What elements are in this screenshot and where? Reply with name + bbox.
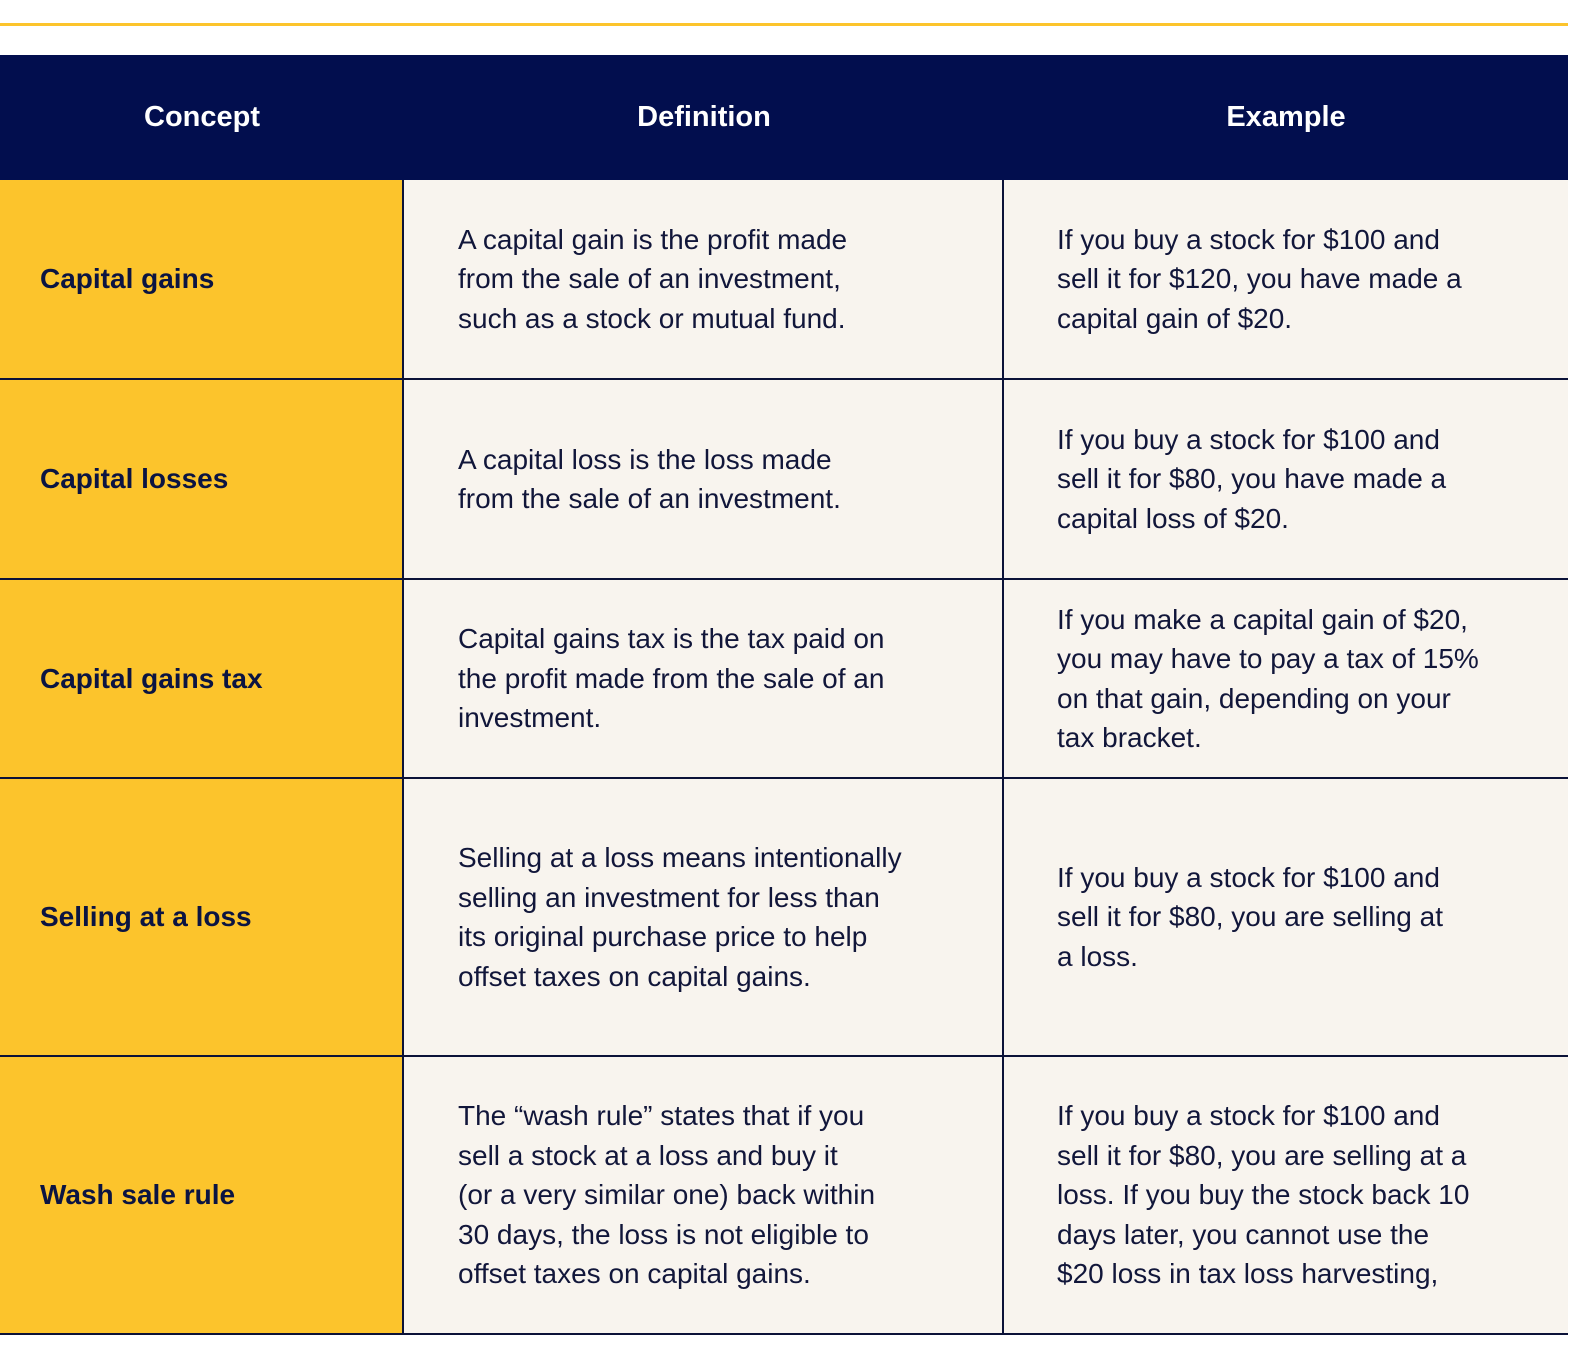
definition-cell: Selling at a loss means intentionally sel… — [404, 779, 1004, 1055]
header-row: Concept Definition Example — [0, 55, 1568, 180]
concept-text: Wash sale rule — [40, 1179, 236, 1211]
example-line: $20 loss in tax loss harvesting, — [1057, 1258, 1439, 1290]
table-row: Wash sale rule The “wash rule” states tha… — [0, 1057, 1568, 1335]
definition-line: Selling at a loss means intentionally — [458, 842, 902, 873]
definition-line: such as a stock or mutual fund. — [458, 302, 846, 334]
header-cell: Concept — [144, 101, 260, 133]
example-cell: If you buy a stock for $100 and sell it f… — [1004, 1057, 1568, 1333]
concept-cell: Selling at a loss — [0, 779, 404, 1055]
definition-line: (or a very similar one) back within — [458, 1179, 876, 1211]
concept-text: Selling at a loss — [40, 901, 252, 933]
concept-cell: Capital gains tax — [0, 580, 404, 777]
definition-line: from the sale of an investment. — [458, 483, 841, 514]
concept-text: Capital gains — [40, 263, 215, 295]
definition-line: sell a stock at a loss and buy it — [458, 1139, 838, 1171]
definition-line: selling an investment for less than — [458, 881, 880, 913]
example-line: sell it for $80, you are selling at a — [1057, 1139, 1467, 1171]
table-row: Capital losses A capital loss is the loss… — [0, 380, 1568, 580]
definition-line: its original purchase price to help — [458, 921, 868, 952]
example-line: capital loss of $20. — [1057, 502, 1289, 534]
concept-text: Capital gains tax — [40, 662, 263, 694]
example-line: If you buy a stock for $100 and — [1057, 1100, 1440, 1132]
definition-line: offset taxes on capital gains. — [458, 960, 811, 992]
definition-line: 30 days, the loss is not eligible to — [458, 1218, 869, 1250]
example-line: sell it for $80, you are selling at — [1057, 901, 1443, 933]
definition-line: Capital gains tax is the tax paid on — [458, 623, 885, 655]
header-cell: Example — [1226, 101, 1346, 133]
definition-line: investment. — [458, 702, 602, 734]
example-line: a loss. — [1057, 940, 1138, 972]
definition-line: A capital loss is the loss made — [458, 443, 832, 475]
example-cell: If you buy a stock for $100 and sell it f… — [1004, 380, 1568, 578]
concept-cell: Capital losses — [0, 380, 404, 578]
definition-cell: Capital gains tax is the tax paid on the … — [404, 580, 1004, 777]
table: Concept Definition Example Capital gains A … — [0, 55, 1568, 1335]
definition-line: the profit made from the sale of an — [458, 662, 885, 694]
concept-text: Capital losses — [40, 463, 229, 495]
definition-line: offset taxes on capital gains. — [458, 1258, 811, 1290]
example-line: If you make a capital gain of $20, — [1057, 603, 1468, 635]
definition-cell: The “wash rule” states that if you sell a… — [404, 1057, 1004, 1333]
example-line: sell it for $120, you have made a — [1057, 263, 1462, 295]
example-line: If you buy a stock for $100 and — [1057, 423, 1440, 455]
example-line: If you buy a stock for $100 and — [1057, 861, 1440, 893]
definition-line: from the sale of an investment, — [458, 263, 841, 295]
concept-cell: Capital gains — [0, 180, 404, 378]
concept-cell: Wash sale rule — [0, 1057, 404, 1333]
example-line: days later, you cannot use the — [1057, 1218, 1430, 1250]
example-line: loss. If you buy the stock back 10 — [1057, 1179, 1470, 1211]
definition-line: A capital gain is the profit made — [458, 223, 848, 255]
example-cell: If you buy a stock for $100 and sell it f… — [1004, 180, 1568, 378]
example-line: sell it for $80, you have made a — [1057, 463, 1447, 495]
table-row: Selling at a loss Selling at a loss means… — [0, 779, 1568, 1057]
definition-cell: A capital gain is the profit made from th… — [404, 180, 1004, 378]
example-line: you may have to pay a tax of 15% — [1057, 643, 1479, 674]
example-line: capital gain of $20. — [1057, 302, 1293, 334]
example-line: If you buy a stock for $100 and — [1057, 223, 1440, 255]
table-row: Capital gains A capital gain is the profi… — [0, 180, 1568, 380]
accent-line — [0, 23, 1568, 26]
example-cell: If you make a capital gain of $20, you ma… — [1004, 580, 1568, 777]
definition-line: The “wash rule” states that if you — [458, 1100, 865, 1132]
header-cell: Definition — [637, 101, 771, 133]
definition-cell: A capital loss is the loss made from the … — [404, 380, 1004, 578]
table-row: Capital gains tax Capital gains tax is th… — [0, 580, 1568, 779]
example-line: on that gain, depending on your — [1057, 682, 1451, 714]
example-line: tax bracket. — [1057, 722, 1202, 753]
example-cell: If you buy a stock for $100 and sell it f… — [1004, 779, 1568, 1055]
